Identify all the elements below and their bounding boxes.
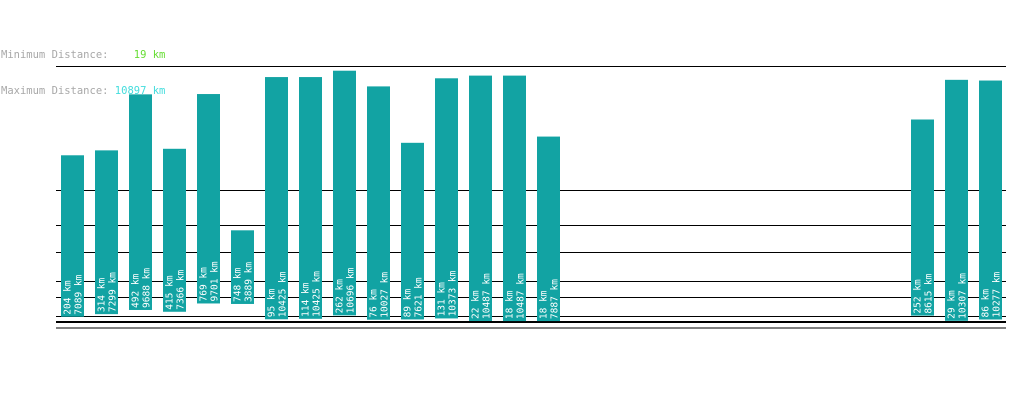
bar-max-label: 10696 km bbox=[346, 267, 357, 313]
min-distance-value: 19 km bbox=[133, 49, 166, 61]
bar-max-label: 10027 km bbox=[380, 272, 391, 318]
bar-max-label: 10277 km bbox=[992, 271, 1003, 317]
distance-stats: Minimum Distance: 19 km Maximum Distance… bbox=[1, 25, 165, 109]
bar-min-label: 86 km bbox=[981, 289, 992, 318]
range-bar-14: 18 km 7887 km bbox=[537, 136, 561, 322]
range-bar-rect bbox=[503, 75, 526, 322]
max-distance-row: Maximum Distance: 10897 km bbox=[1, 85, 165, 97]
range-bar-rect bbox=[537, 136, 560, 322]
range-bar-12: 22 km 10487 km bbox=[469, 75, 493, 321]
bar-max-label: 10373 km bbox=[448, 270, 459, 316]
min-distance-row: Minimum Distance: 19 km bbox=[1, 49, 165, 61]
bar-max-label: 10307 km bbox=[958, 273, 969, 319]
bar-min-label: 748 km bbox=[233, 267, 244, 302]
max-distance-label: Maximum Distance: bbox=[1, 85, 109, 97]
bar-min-label: 204 km bbox=[63, 280, 74, 315]
range-bar-8: 262 km 10696 km bbox=[333, 70, 357, 316]
bar-max-label: 7621 km bbox=[414, 277, 425, 317]
bar-max-label: 3889 km bbox=[244, 262, 255, 302]
range-bar-rect bbox=[911, 119, 934, 316]
bar-min-label: 492 km bbox=[131, 273, 142, 308]
range-bar-rect bbox=[129, 94, 152, 310]
range-bar-rect bbox=[367, 86, 390, 320]
range-bar-rect bbox=[469, 75, 492, 321]
range-bar-5: 748 km 3889 km bbox=[231, 230, 255, 304]
min-distance-label: Minimum Distance: bbox=[1, 49, 109, 61]
max-distance-value: 10897 km bbox=[114, 85, 166, 97]
bar-min-label: 131 km bbox=[437, 282, 448, 317]
bar-min-label: 114 km bbox=[301, 282, 312, 317]
range-bar-rect bbox=[197, 94, 220, 304]
bar-min-label: 89 km bbox=[403, 289, 414, 318]
bar-min-label: 252 km bbox=[913, 279, 924, 314]
range-bar-3: 415 km 7366 km bbox=[163, 148, 187, 312]
range-bar-13: 18 km 10487 km bbox=[503, 75, 527, 322]
range-bar-2: 492 km 9688 km bbox=[129, 94, 153, 310]
bar-min-label: 76 km bbox=[369, 289, 380, 318]
range-bar-rect bbox=[979, 80, 1002, 320]
bar-max-label: 7299 km bbox=[108, 272, 119, 312]
bar-min-label: 262 km bbox=[335, 279, 346, 314]
bar-min-label: 22 km bbox=[471, 290, 482, 319]
range-bar-9: 76 km 10027 km bbox=[367, 86, 391, 320]
bar-min-label: 769 km bbox=[199, 267, 210, 302]
bar-max-label: 9688 km bbox=[142, 268, 153, 308]
range-bar-15: 252 km 8615 km bbox=[911, 119, 935, 316]
range-bar-rect bbox=[61, 155, 84, 317]
range-bar-rect bbox=[265, 77, 288, 320]
range-bar-16: 29 km 10307 km bbox=[945, 79, 969, 321]
bar-max-label: 10487 km bbox=[482, 273, 493, 319]
range-bar-rect bbox=[95, 150, 118, 315]
bar-max-label: 7887 km bbox=[550, 279, 561, 319]
bar-min-label: 95 km bbox=[267, 288, 278, 317]
bar-min-label: 415 km bbox=[165, 275, 176, 310]
range-bar-11: 131 km 10373 km bbox=[435, 78, 459, 319]
bar-max-label: 8615 km bbox=[924, 273, 935, 313]
bar-max-label: 10425 km bbox=[312, 271, 323, 317]
bar-min-label: 29 km bbox=[947, 290, 958, 319]
range-bar-rect bbox=[231, 230, 254, 304]
range-bar-rect bbox=[401, 142, 424, 320]
range-bar-4: 769 km 9701 km bbox=[197, 94, 221, 304]
range-bar-10: 89 km 7621 km bbox=[401, 142, 425, 320]
range-bar-rect bbox=[333, 70, 356, 316]
bar-max-label: 10487 km bbox=[516, 273, 527, 319]
range-bar-17: 86 km 10277 km bbox=[979, 80, 1003, 320]
range-bar-rect bbox=[299, 77, 322, 319]
range-bar-7: 114 km 10425 km bbox=[299, 77, 323, 319]
range-bar-rect bbox=[945, 79, 968, 321]
range-bar-1: 314 km 7299 km bbox=[95, 150, 119, 315]
range-bar-rect bbox=[163, 148, 186, 312]
bar-min-label: 18 km bbox=[505, 290, 516, 319]
range-bar-6: 95 km 10425 km bbox=[265, 77, 289, 320]
bar-min-label: 18 km bbox=[539, 290, 550, 319]
bar-max-label: 7089 km bbox=[74, 274, 85, 314]
range-bar-rect bbox=[435, 78, 458, 319]
bar-min-label: 314 km bbox=[97, 278, 108, 313]
range-bar-0: 204 km 7089 km bbox=[61, 155, 85, 317]
bar-max-label: 10425 km bbox=[278, 271, 289, 317]
bar-max-label: 9701 km bbox=[210, 261, 221, 301]
bar-max-label: 7366 km bbox=[176, 269, 187, 309]
